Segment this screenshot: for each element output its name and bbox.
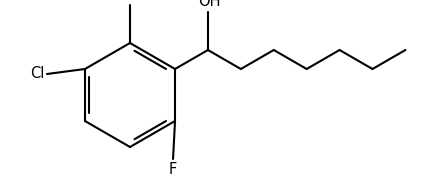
Text: Cl: Cl xyxy=(30,67,45,81)
Text: OH: OH xyxy=(198,0,220,9)
Text: Cl: Cl xyxy=(123,0,137,2)
Text: F: F xyxy=(169,162,177,177)
